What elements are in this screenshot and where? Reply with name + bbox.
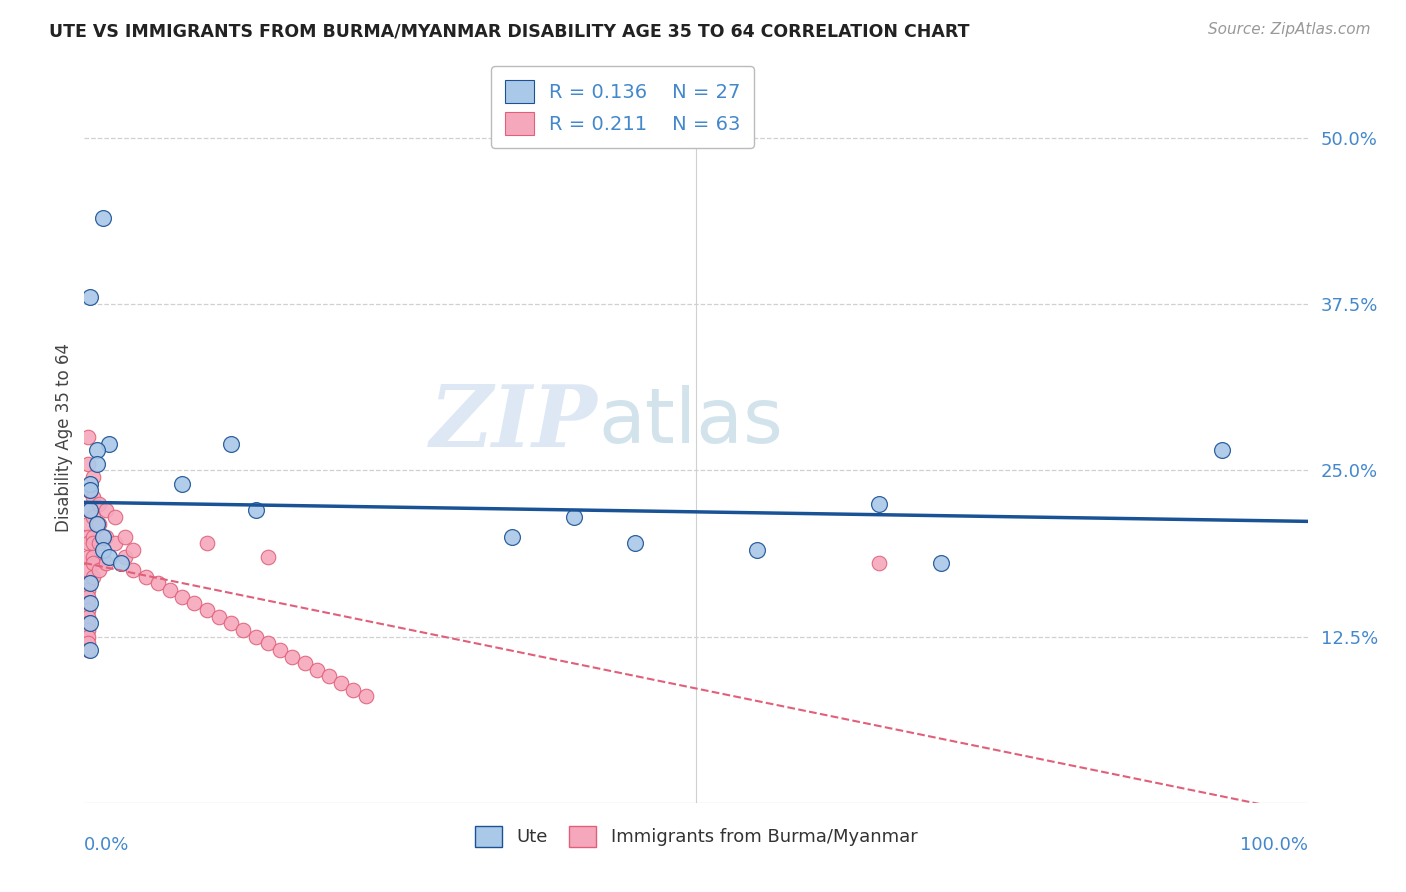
Point [747,543,769,558]
Point [77,636,100,650]
Point [77,582,100,597]
Point [269,643,291,657]
Point [91,543,114,558]
Point [195,536,218,550]
Point [122,563,145,577]
Text: ZIP: ZIP [430,381,598,464]
Point [91,211,114,225]
Y-axis label: Disability Age 35 to 64: Disability Age 35 to 64 [55,343,73,532]
Point [219,436,242,450]
Point [146,576,169,591]
Point [104,509,127,524]
Point [87,536,110,550]
Point [245,630,267,644]
Point [172,476,194,491]
Point [305,663,328,677]
Point [77,616,100,631]
Point [79,643,101,657]
Point [77,623,100,637]
Point [77,503,100,517]
Point [86,457,108,471]
Point [77,603,100,617]
Point [96,557,118,571]
Point [135,570,157,584]
Point [87,563,110,577]
Point [77,596,100,610]
Point [82,470,104,484]
Point [77,516,100,531]
Legend: Ute, Immigrants from Burma/Myanmar: Ute, Immigrants from Burma/Myanmar [465,817,927,856]
Point [77,630,100,644]
Point [82,509,104,524]
Point [77,536,100,550]
Point [77,563,100,577]
Point [208,609,231,624]
Point [77,590,100,604]
Point [79,616,101,631]
Point [96,503,118,517]
Text: atlas: atlas [598,385,783,459]
Point [82,570,104,584]
Point [87,516,110,531]
Point [79,290,101,304]
Point [82,549,104,564]
Text: 100.0%: 100.0% [1240,836,1308,854]
Point [77,609,100,624]
Point [82,557,104,571]
Point [502,530,524,544]
Point [97,549,120,564]
Point [159,582,181,597]
Point [318,669,340,683]
Point [82,530,104,544]
Point [77,576,100,591]
Point [79,596,101,610]
Point [91,530,114,544]
Point [183,596,205,610]
Point [79,476,101,491]
Point [79,483,101,498]
Point [869,557,891,571]
Point [77,530,100,544]
Point [624,536,647,550]
Point [114,549,136,564]
Point [1211,443,1233,458]
Point [257,636,280,650]
Point [281,649,304,664]
Point [330,676,353,690]
Text: Source: ZipAtlas.com: Source: ZipAtlas.com [1208,22,1371,37]
Point [110,557,132,571]
Point [122,543,145,558]
Point [97,436,120,450]
Point [294,656,316,670]
Point [562,509,585,524]
Point [77,457,100,471]
Point [82,490,104,504]
Point [219,616,242,631]
Text: UTE VS IMMIGRANTS FROM BURMA/MYANMAR DISABILITY AGE 35 TO 64 CORRELATION CHART: UTE VS IMMIGRANTS FROM BURMA/MYANMAR DIS… [49,22,970,40]
Point [114,530,136,544]
Point [82,536,104,550]
Point [257,549,280,564]
Point [929,557,952,571]
Point [172,590,194,604]
Point [79,576,101,591]
Point [104,536,127,550]
Point [79,503,101,517]
Text: 0.0%: 0.0% [84,836,129,854]
Point [87,497,110,511]
Point [869,497,891,511]
Point [77,430,100,444]
Point [354,690,377,704]
Point [245,503,267,517]
Point [77,483,100,498]
Point [86,443,108,458]
Point [96,530,118,544]
Point [77,643,100,657]
Point [195,603,218,617]
Point [77,549,100,564]
Point [86,516,108,531]
Point [342,682,364,697]
Point [232,623,254,637]
